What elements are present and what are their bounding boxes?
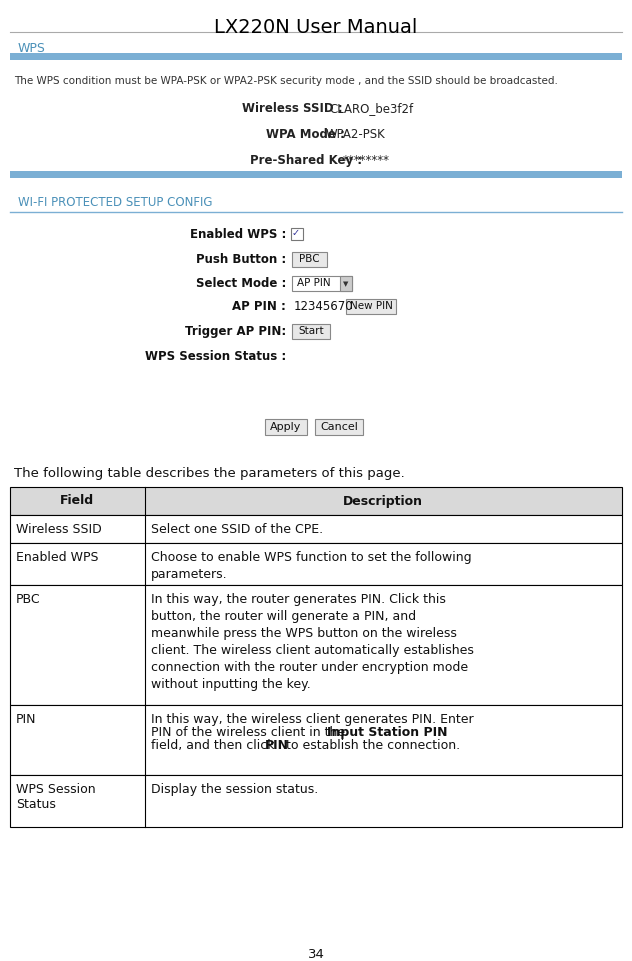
Bar: [10, 543, 622, 585]
Text: Wireless SSID: Wireless SSID: [16, 523, 102, 536]
Text: AP PIN: AP PIN: [297, 278, 331, 288]
Text: PIN: PIN: [16, 713, 37, 726]
Bar: [340, 276, 352, 291]
Bar: [10, 487, 622, 515]
Text: field, and then click: field, and then click: [150, 739, 278, 752]
Bar: [291, 228, 303, 240]
Text: In this way, the wireless client generates PIN. Enter: In this way, the wireless client generat…: [150, 713, 473, 726]
Text: Display the session status.: Display the session status.: [150, 783, 318, 796]
Text: 34: 34: [308, 948, 324, 961]
Bar: [292, 252, 327, 267]
Text: Input Station PIN: Input Station PIN: [327, 726, 447, 739]
Text: Cancel: Cancel: [320, 422, 358, 432]
Text: CLARO_be3f2f: CLARO_be3f2f: [330, 102, 414, 115]
Text: New PIN: New PIN: [349, 301, 392, 311]
Bar: [10, 775, 622, 827]
Bar: [10, 171, 622, 178]
Text: 12345670: 12345670: [294, 300, 354, 313]
Text: Start: Start: [298, 326, 324, 336]
Text: WPA2-PSK: WPA2-PSK: [326, 128, 386, 141]
Text: WPS Session Status :: WPS Session Status :: [145, 350, 286, 363]
Text: PIN: PIN: [265, 739, 289, 752]
Text: AP PIN :: AP PIN :: [232, 300, 286, 313]
Bar: [315, 419, 363, 435]
Text: Enabled WPS :: Enabled WPS :: [190, 228, 286, 241]
Text: The WPS condition must be WPA-PSK or WPA2-PSK security mode , and the SSID shoul: The WPS condition must be WPA-PSK or WPA…: [14, 76, 558, 86]
Bar: [346, 299, 396, 314]
Text: ********: ********: [343, 154, 389, 167]
Text: Choose to enable WPS function to set the following
parameters.: Choose to enable WPS function to set the…: [150, 551, 471, 581]
Text: Pre-Shared Key :: Pre-Shared Key :: [250, 154, 362, 167]
Bar: [10, 53, 622, 60]
Text: Push Button :: Push Button :: [196, 253, 286, 266]
Text: WPA Mode :: WPA Mode :: [266, 128, 345, 141]
Text: Field: Field: [60, 495, 94, 507]
Bar: [10, 705, 622, 775]
Text: WPS: WPS: [18, 42, 46, 55]
Text: Wireless SSID :: Wireless SSID :: [242, 102, 343, 115]
Text: PBC: PBC: [16, 593, 40, 606]
Text: WI-FI PROTECTED SETUP CONFIG: WI-FI PROTECTED SETUP CONFIG: [18, 196, 212, 209]
Text: In this way, the router generates PIN. Click this
button, the router will genera: In this way, the router generates PIN. C…: [150, 593, 473, 691]
Bar: [292, 324, 330, 339]
Text: Description: Description: [343, 495, 423, 507]
Text: PIN of the wireless client in the: PIN of the wireless client in the: [150, 726, 349, 739]
Text: Trigger AP PIN:: Trigger AP PIN:: [185, 325, 286, 338]
Text: Select one SSID of the CPE.: Select one SSID of the CPE.: [150, 523, 323, 536]
Text: Apply: Apply: [270, 422, 301, 432]
Text: to establish the connection.: to establish the connection.: [282, 739, 460, 752]
Text: WPS Session
Status: WPS Session Status: [16, 783, 95, 811]
Bar: [10, 585, 622, 705]
Bar: [10, 515, 622, 543]
Text: Select Mode :: Select Mode :: [196, 277, 286, 290]
Bar: [265, 419, 307, 435]
Text: The following table describes the parameters of this page.: The following table describes the parame…: [14, 467, 404, 480]
Bar: [292, 276, 352, 291]
Text: LX220N User Manual: LX220N User Manual: [214, 18, 418, 37]
Text: ✓: ✓: [292, 228, 300, 238]
Text: ▼: ▼: [343, 281, 349, 287]
Text: Enabled WPS: Enabled WPS: [16, 551, 99, 564]
Text: PBC: PBC: [299, 254, 319, 264]
